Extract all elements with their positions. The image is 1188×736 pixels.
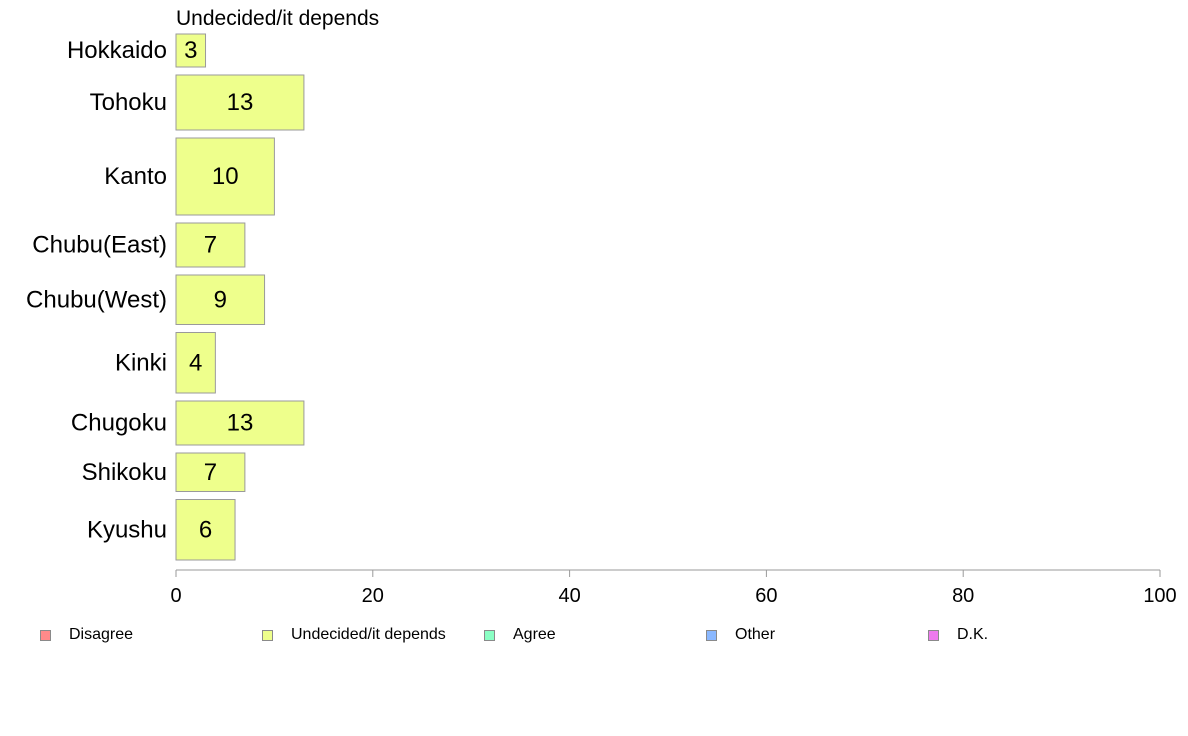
legend-swatch: [706, 629, 717, 641]
legend-label: Undecided/it depends: [291, 626, 446, 643]
x-tick-label: 20: [362, 585, 384, 607]
category-label: Hokkaido: [67, 37, 167, 64]
legend-swatch: [262, 629, 273, 641]
bar-kyushu: [175, 499, 236, 561]
bar-tohoku: [175, 74, 305, 131]
legend-item: Disagree: [40, 626, 133, 644]
legend-item: Agree: [484, 626, 556, 644]
bar-kinki: [175, 332, 216, 394]
bar-chugoku: [175, 400, 305, 446]
legend-swatch: [928, 629, 939, 641]
data-label: 4: [189, 349, 202, 376]
bars-group: Hokkaido 3 Tohoku 13 Kanto 10 Chubu(East) 7 Chub…: [26, 33, 305, 561]
legend-item: Other: [706, 626, 775, 644]
data-label: 10: [212, 163, 239, 190]
data-label: 7: [204, 459, 217, 486]
legend-swatch: [484, 629, 495, 641]
category-label: Tohoku: [90, 89, 167, 116]
bar-chubu-east-: [175, 222, 246, 268]
legend-swatch: [40, 629, 51, 641]
data-label: 13: [227, 410, 254, 437]
x-tick-label: 80: [952, 585, 974, 607]
x-tick-label: 0: [170, 585, 181, 607]
x-tick-label: 100: [1143, 585, 1176, 607]
legend-item: D.K.: [928, 626, 988, 644]
legend: Disagree Undecided/it depends Agree Other D.…: [0, 626, 1188, 646]
data-label: 3: [184, 37, 197, 64]
x-axis: 0 20 40 60 80 100: [170, 569, 1177, 607]
chart-title: Undecided/it depends: [176, 7, 379, 30]
x-tick-label: 60: [755, 585, 777, 607]
bar-kanto: [175, 137, 275, 216]
bar-hokkaido: [175, 33, 207, 68]
category-label: Kyushu: [87, 516, 167, 543]
bar-shikoku: [175, 452, 246, 492]
legend-label: D.K.: [957, 626, 989, 643]
category-label: Chugoku: [71, 410, 167, 437]
x-tick-label: 40: [558, 585, 580, 607]
category-label: Kinki: [115, 349, 167, 376]
data-label: 13: [227, 89, 254, 116]
data-label: 6: [199, 516, 212, 543]
data-label: 9: [214, 286, 227, 313]
legend-item: Undecided/it depends: [262, 626, 446, 644]
legend-label: Disagree: [69, 626, 134, 643]
category-label: Chubu(East): [32, 232, 167, 259]
data-label: 7: [204, 232, 217, 259]
category-label: Kanto: [104, 163, 167, 190]
legend-label: Other: [735, 626, 776, 643]
category-label: Chubu(West): [26, 286, 167, 313]
legend-label: Agree: [513, 626, 556, 643]
category-label: Shikoku: [82, 459, 167, 486]
bar-chubu-west-: [175, 274, 266, 325]
